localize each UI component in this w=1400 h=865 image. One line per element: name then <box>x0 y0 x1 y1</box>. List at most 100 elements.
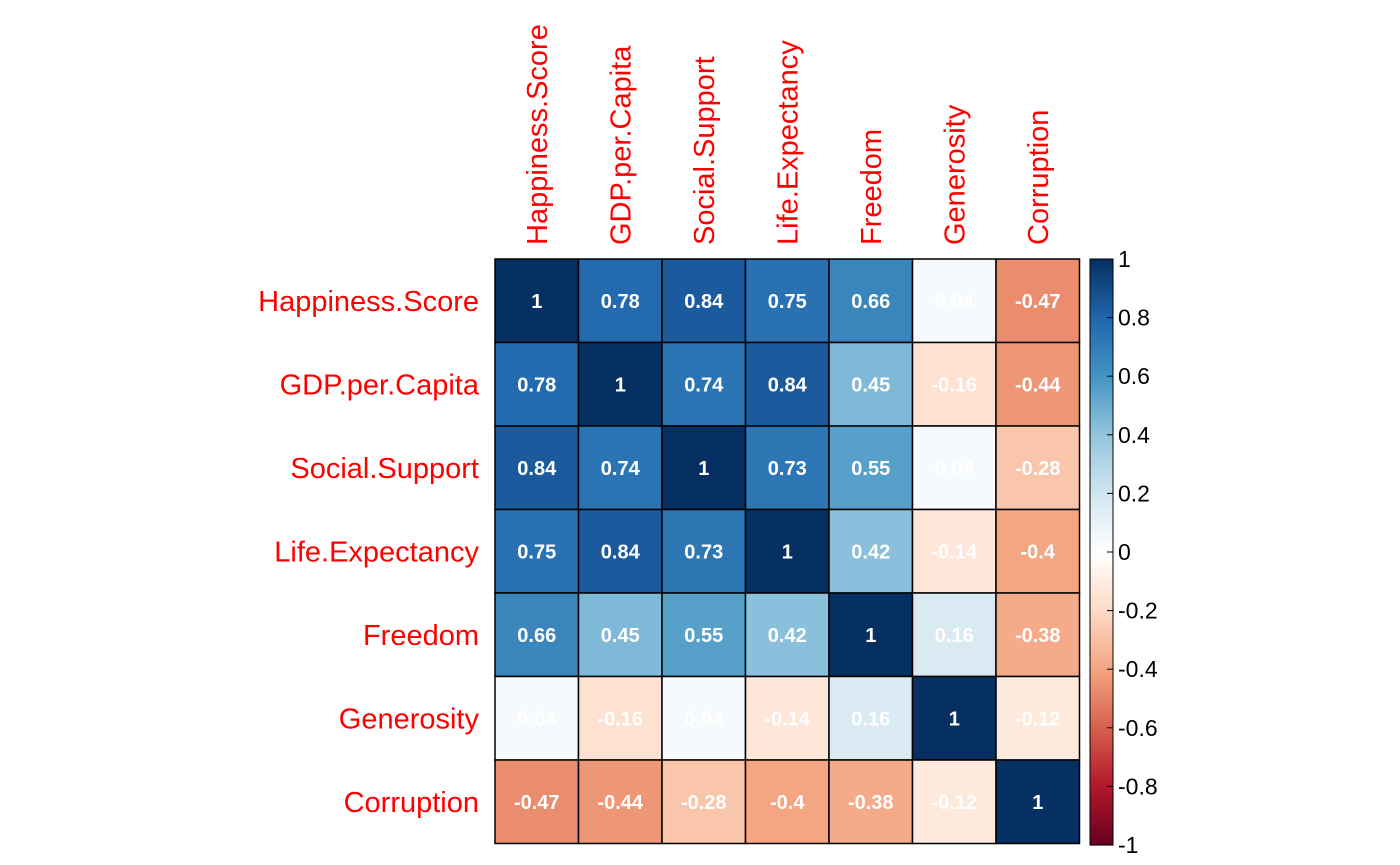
colorbar-segment <box>1090 663 1113 667</box>
cell-value-label: -0.28 <box>681 792 727 814</box>
colorbar-segment <box>1090 431 1113 436</box>
colorbar-segment <box>1090 563 1113 568</box>
heatmap-cell <box>577 258 663 344</box>
colorbar-segment <box>1090 590 1113 594</box>
colorbar-segment <box>1090 314 1113 319</box>
cell-value-label: 0.04 <box>935 458 975 480</box>
colorbar-segment <box>1090 326 1113 330</box>
colorbar-segment <box>1090 279 1113 284</box>
colorbar-segment <box>1090 338 1113 342</box>
cell-value-label: 0.42 <box>768 625 807 647</box>
colorbar-segment <box>1090 302 1113 307</box>
colorbar-segment <box>1090 707 1113 711</box>
colorbar-segment <box>1090 414 1113 418</box>
cell-value-label: 0.78 <box>601 291 640 313</box>
colorbar-segment <box>1090 458 1113 462</box>
colorbar-segment <box>1090 757 1113 761</box>
heatmap-cell <box>661 425 747 511</box>
colorbar-segment <box>1090 569 1113 574</box>
colorbar-segment <box>1090 792 1113 796</box>
cell-value-label: -0.14 <box>931 541 977 563</box>
colorbar-tick-label: 0 <box>1118 539 1131 565</box>
colorbar-segment <box>1090 806 1113 811</box>
colorbar-segment <box>1090 487 1113 492</box>
colorbar-segment <box>1090 795 1113 799</box>
cell-value-label: -0.28 <box>1015 458 1061 480</box>
colorbar-segment <box>1090 367 1113 371</box>
colorbar-segment <box>1090 669 1113 673</box>
heatmap-cell <box>661 258 747 344</box>
colorbar-segment <box>1090 455 1113 459</box>
colorbar-segment <box>1090 417 1113 421</box>
cell-value-label: -0.14 <box>764 708 810 730</box>
colorbar-segment <box>1090 801 1113 805</box>
colorbar-segment <box>1090 449 1113 453</box>
colorbar-segment <box>1090 484 1113 489</box>
heatmap-cell <box>828 341 914 427</box>
cell-value-label: 0.66 <box>517 625 556 647</box>
colorbar-segment <box>1090 276 1113 281</box>
colorbar-segment <box>1090 493 1113 497</box>
cell-value-label: 1 <box>531 291 542 313</box>
heatmap-cell <box>661 592 747 678</box>
cell-value-label: 0.74 <box>601 458 641 480</box>
colorbar-segment <box>1090 704 1113 708</box>
colorbar-segment <box>1090 428 1113 433</box>
colorbar-segment <box>1090 273 1113 278</box>
cell-value-label: 0.84 <box>768 374 808 396</box>
colorbar-segment <box>1090 719 1113 723</box>
colorbar-segment <box>1090 472 1113 477</box>
colorbar-segment <box>1090 680 1113 685</box>
colorbar-segment <box>1090 625 1113 629</box>
colorbar-segment <box>1090 519 1113 524</box>
colorbar-segment <box>1090 423 1113 427</box>
heatmap-cell <box>995 341 1081 427</box>
cell-value-label: 0.84 <box>517 458 557 480</box>
colorbar-segment <box>1090 581 1113 585</box>
colorbar-segment <box>1090 332 1113 336</box>
heatmap-cell <box>494 592 580 678</box>
colorbar-segment <box>1090 434 1113 439</box>
colorbar-segment <box>1090 654 1113 659</box>
heatmap-cell <box>911 508 997 594</box>
column-labels: Happiness.Score GDP.per.Capita Social.Supp… <box>522 24 1055 245</box>
colorbar-segment <box>1090 534 1113 538</box>
colorbar-segment <box>1090 341 1113 345</box>
cell-value-label: -0.47 <box>1015 291 1061 313</box>
colorbar-segment <box>1090 481 1113 486</box>
colorbar-legend: 1 0.8 0.6 0.4 0.2 0 -0.2 -0.4 -0.6 -0.8 -1 <box>1089 246 1158 858</box>
colorbar-segment <box>1090 393 1113 398</box>
row-labels: Happiness.Score GDP.per.Capita Social.Supp… <box>258 286 480 819</box>
colorbar-segment <box>1090 282 1113 286</box>
colorbar-segment <box>1090 261 1113 266</box>
row-label: Social.Support <box>290 453 479 485</box>
colorbar-segment <box>1090 754 1113 758</box>
heatmap-cell <box>577 675 663 761</box>
colorbar-segment <box>1090 364 1113 369</box>
colorbar-segment <box>1090 320 1113 325</box>
row-label: Corruption <box>344 787 479 819</box>
colorbar-segment <box>1090 619 1113 623</box>
colorbar-segment <box>1090 789 1113 793</box>
colorbar-segment <box>1090 420 1113 424</box>
heatmap-cell <box>828 675 914 761</box>
colorbar-segment <box>1090 540 1113 544</box>
colorbar-segment <box>1090 818 1113 823</box>
colorbar-segment <box>1090 724 1113 729</box>
colorbar-segment <box>1090 399 1113 404</box>
colorbar-tick-label: -0.4 <box>1118 656 1158 682</box>
colorbar-segment <box>1090 543 1113 547</box>
colorbar-tick-label: -1 <box>1118 832 1138 858</box>
colorbar-segment <box>1090 742 1113 746</box>
colorbar-tick-label: -0.6 <box>1118 715 1158 741</box>
heatmap-cell <box>494 675 580 761</box>
heatmap-cell <box>577 425 663 511</box>
row-label: Life.Expectancy <box>274 536 479 568</box>
colorbar-segment <box>1090 598 1113 603</box>
colorbar-segment <box>1090 566 1113 571</box>
column-label: Generosity <box>939 104 971 245</box>
colorbar-segment <box>1090 648 1113 653</box>
colorbar-segment <box>1090 686 1113 691</box>
colorbar-segment <box>1090 827 1113 831</box>
colorbar-segment <box>1090 575 1113 579</box>
